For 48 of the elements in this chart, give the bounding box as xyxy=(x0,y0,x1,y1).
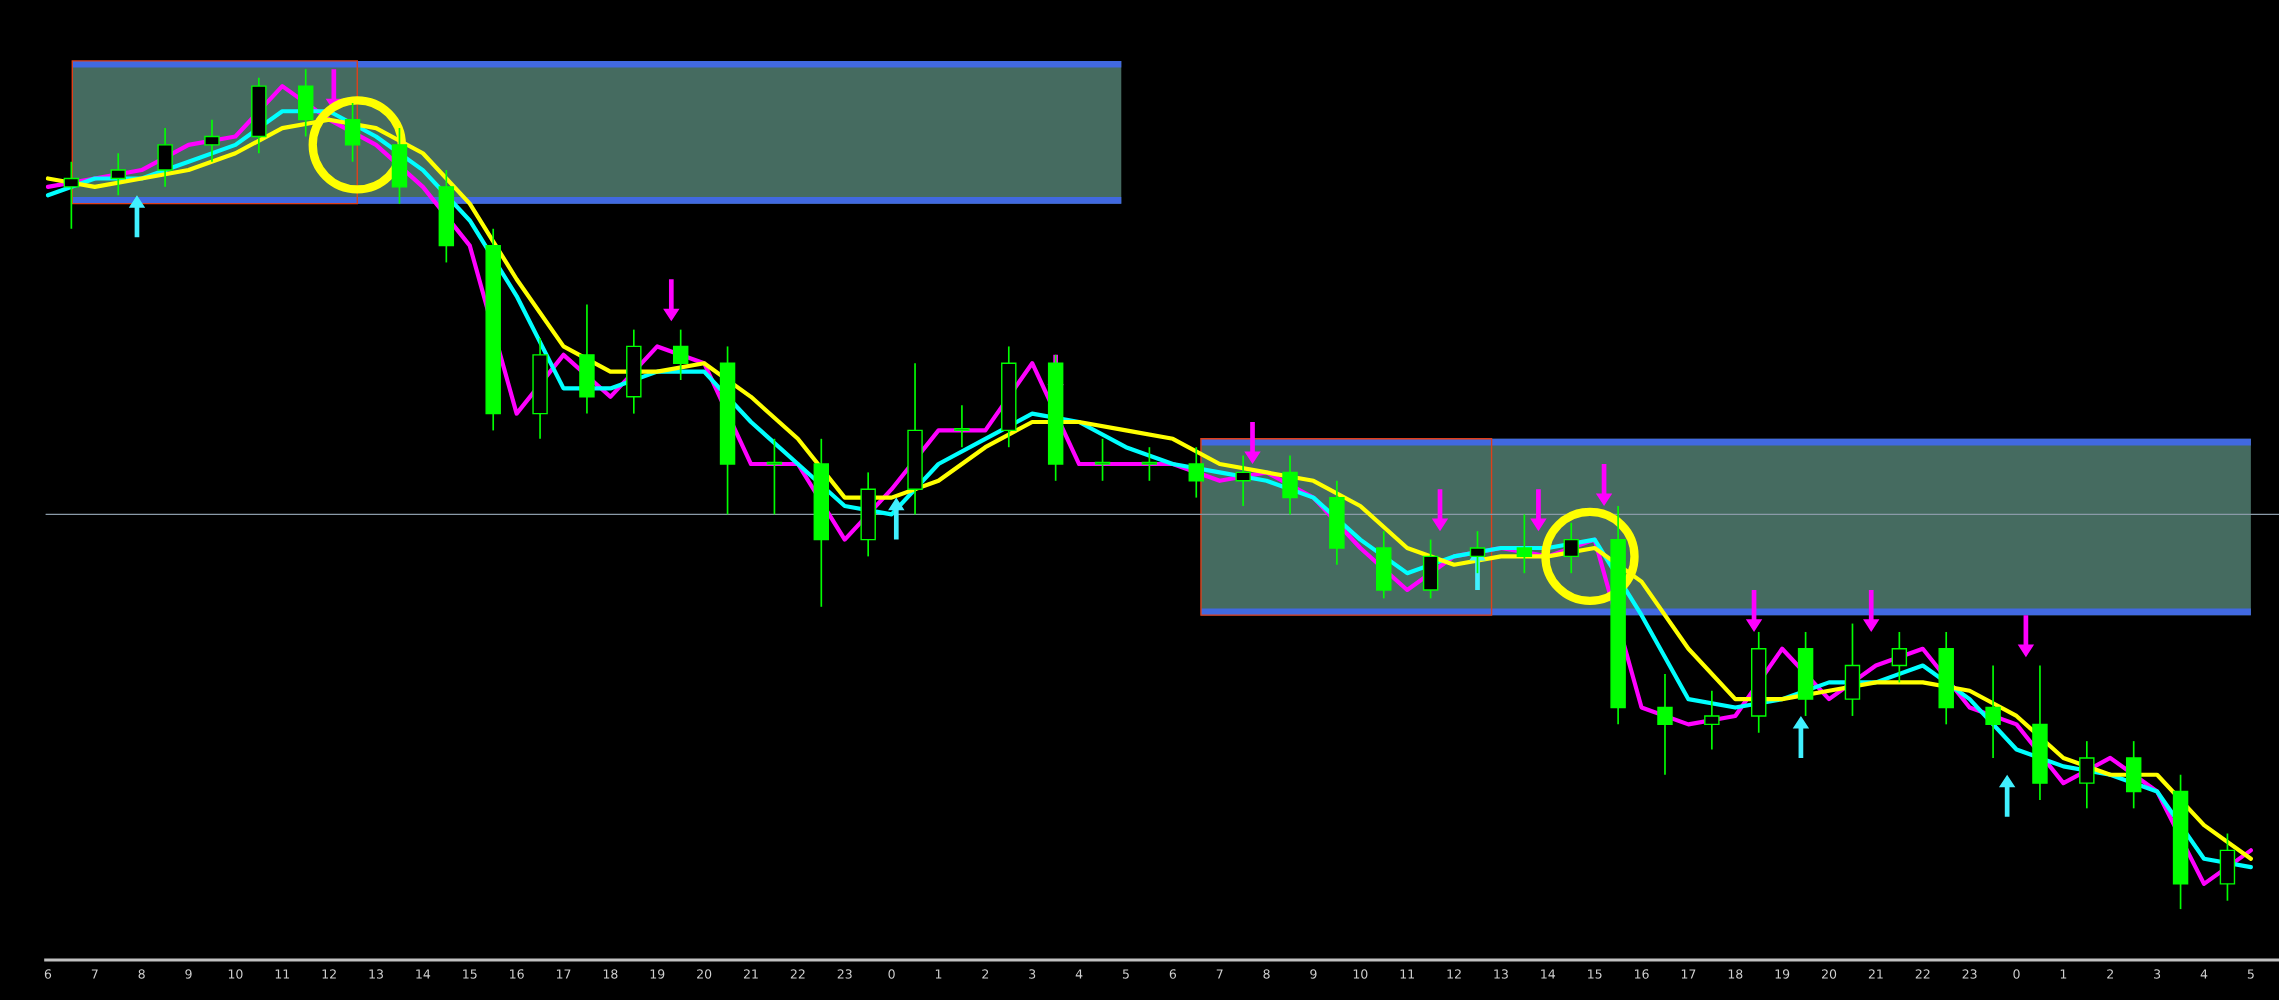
x-tick-label: 5 xyxy=(2247,969,2254,979)
x-tick-label: 16 xyxy=(1634,969,1649,979)
x-tick-label: 5 xyxy=(1122,969,1129,979)
x-tick-label: 18 xyxy=(1728,969,1743,979)
x-tick-label: 15 xyxy=(1588,969,1602,979)
x-tick-label: 13 xyxy=(1494,969,1508,979)
x-tick-label: 6 xyxy=(44,969,52,979)
x-tick-label: 7 xyxy=(91,969,98,979)
x-tick-label: 20 xyxy=(1822,969,1837,979)
x-tick-label: 2 xyxy=(2107,969,2113,979)
x-tick-label: 21 xyxy=(743,969,758,979)
x-tick-label: 0 xyxy=(888,969,895,979)
x-tick-label: 22 xyxy=(790,969,805,979)
x-tick-label: 17 xyxy=(556,969,571,979)
x-tick-label: 15 xyxy=(463,969,477,979)
x-tick-label: 8 xyxy=(1263,969,1270,979)
x-tick-label: 4 xyxy=(2200,969,2208,979)
x-tick-label: 16 xyxy=(510,969,524,979)
x-tick-label: 11 xyxy=(1400,969,1414,979)
x-tick-label: 12 xyxy=(322,969,336,979)
x-tick-label: 0 xyxy=(2013,969,2020,979)
x-tick-label: 10 xyxy=(228,969,243,979)
x-tick-label: 1 xyxy=(935,969,942,979)
x-tick-label: 20 xyxy=(697,969,712,979)
x-tick-label: 10 xyxy=(1353,969,1368,979)
x-tick-label: 3 xyxy=(2154,969,2161,979)
x-tick-label: 2 xyxy=(982,969,989,979)
x-tick-label: 6 xyxy=(1169,969,1177,979)
x-tick-label: 12 xyxy=(1447,969,1461,979)
x-tick-label: 14 xyxy=(1541,969,1556,979)
x-tick-label: 3 xyxy=(1029,969,1036,979)
x-tick-label: 21 xyxy=(1868,969,1883,979)
x-tick-label: 19 xyxy=(650,969,665,979)
x-tick-label: 8 xyxy=(138,969,145,979)
x-tick-label: 23 xyxy=(1962,969,1977,979)
x-tick-label: 18 xyxy=(603,969,618,979)
x-tick-label: 7 xyxy=(1216,969,1223,979)
x-tick-label: 11 xyxy=(275,969,290,979)
x-tick-label: 4 xyxy=(1075,969,1083,979)
x-tick-label: 9 xyxy=(185,969,192,979)
x-tick-label: 14 xyxy=(416,969,431,979)
x-tick-label: 1 xyxy=(2060,969,2067,979)
x-tick-label: 9 xyxy=(1310,969,1317,979)
x-tick-label: 17 xyxy=(1681,969,1696,979)
x-tick-label: 23 xyxy=(837,969,852,979)
x-tick-label: 13 xyxy=(369,969,383,979)
x-tick-label: 19 xyxy=(1775,969,1790,979)
x-tick-label: 22 xyxy=(1915,969,1930,979)
